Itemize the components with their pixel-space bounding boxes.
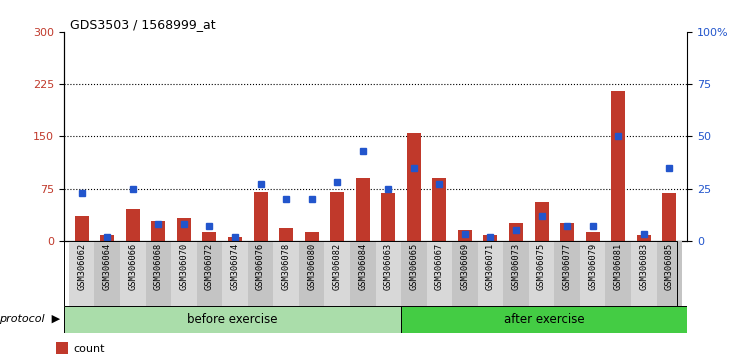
Text: GSM306063: GSM306063 — [384, 243, 393, 290]
Text: GSM306085: GSM306085 — [665, 243, 674, 290]
Bar — [427, 241, 452, 306]
Bar — [203, 232, 216, 241]
Bar — [254, 192, 267, 241]
Text: GSM306073: GSM306073 — [511, 243, 520, 290]
Text: GSM306079: GSM306079 — [588, 243, 597, 290]
Bar — [656, 241, 682, 306]
Text: GSM306084: GSM306084 — [358, 243, 367, 290]
Bar — [529, 241, 554, 306]
Bar — [560, 223, 574, 241]
Bar — [95, 241, 120, 306]
Bar — [376, 241, 401, 306]
Bar — [197, 241, 222, 306]
Text: GSM306064: GSM306064 — [103, 243, 112, 290]
Bar — [631, 241, 656, 306]
Bar — [56, 342, 68, 354]
Text: GSM306078: GSM306078 — [282, 243, 291, 290]
Text: GSM306082: GSM306082 — [333, 243, 342, 290]
Bar — [458, 230, 472, 241]
Text: GSM306075: GSM306075 — [537, 243, 546, 290]
Bar — [279, 228, 293, 241]
Bar — [605, 241, 631, 306]
Bar — [350, 241, 376, 306]
Bar — [69, 241, 95, 306]
Bar — [273, 241, 299, 306]
Bar — [146, 241, 171, 306]
Bar — [662, 193, 677, 241]
Bar — [586, 232, 599, 241]
Text: GSM306071: GSM306071 — [486, 243, 495, 290]
Bar — [554, 241, 580, 306]
Bar — [637, 235, 651, 241]
Bar — [580, 241, 605, 306]
Bar — [100, 235, 114, 241]
Bar — [152, 221, 165, 241]
Text: GSM306083: GSM306083 — [639, 243, 648, 290]
Bar — [74, 216, 89, 241]
Bar — [535, 202, 548, 241]
Bar — [407, 133, 421, 241]
Bar — [228, 237, 242, 241]
Text: GDS3503 / 1568999_at: GDS3503 / 1568999_at — [70, 18, 216, 31]
Text: after exercise: after exercise — [504, 313, 584, 326]
Text: GSM306080: GSM306080 — [307, 243, 316, 290]
Bar — [402, 306, 687, 333]
Bar — [305, 232, 318, 241]
Bar — [478, 241, 503, 306]
Bar — [222, 241, 248, 306]
Bar — [120, 241, 146, 306]
Text: count: count — [74, 344, 104, 354]
Bar — [171, 241, 197, 306]
Text: GSM306062: GSM306062 — [77, 243, 86, 290]
Bar — [401, 241, 427, 306]
Text: before exercise: before exercise — [188, 313, 278, 326]
Bar — [356, 178, 369, 241]
Text: GSM306066: GSM306066 — [128, 243, 137, 290]
Text: GSM306077: GSM306077 — [562, 243, 572, 290]
Bar — [509, 223, 523, 241]
Bar — [611, 91, 626, 241]
Bar — [125, 209, 140, 241]
Text: GSM306067: GSM306067 — [435, 243, 444, 290]
Text: GSM306070: GSM306070 — [179, 243, 189, 290]
Text: GSM306069: GSM306069 — [460, 243, 469, 290]
Bar — [64, 306, 402, 333]
Text: GSM306076: GSM306076 — [256, 243, 265, 290]
Bar — [382, 193, 395, 241]
Text: GSM306074: GSM306074 — [231, 243, 240, 290]
Text: GSM306072: GSM306072 — [205, 243, 214, 290]
Bar — [324, 241, 350, 306]
Bar — [177, 218, 191, 241]
Text: GSM306065: GSM306065 — [409, 243, 418, 290]
Bar — [248, 241, 273, 306]
Bar — [484, 235, 497, 241]
Bar — [299, 241, 324, 306]
Bar — [433, 178, 446, 241]
Bar — [330, 192, 344, 241]
Bar — [503, 241, 529, 306]
Text: GSM306081: GSM306081 — [614, 243, 623, 290]
Text: protocol  ▶: protocol ▶ — [0, 314, 60, 325]
Text: GSM306068: GSM306068 — [154, 243, 163, 290]
Bar — [452, 241, 478, 306]
